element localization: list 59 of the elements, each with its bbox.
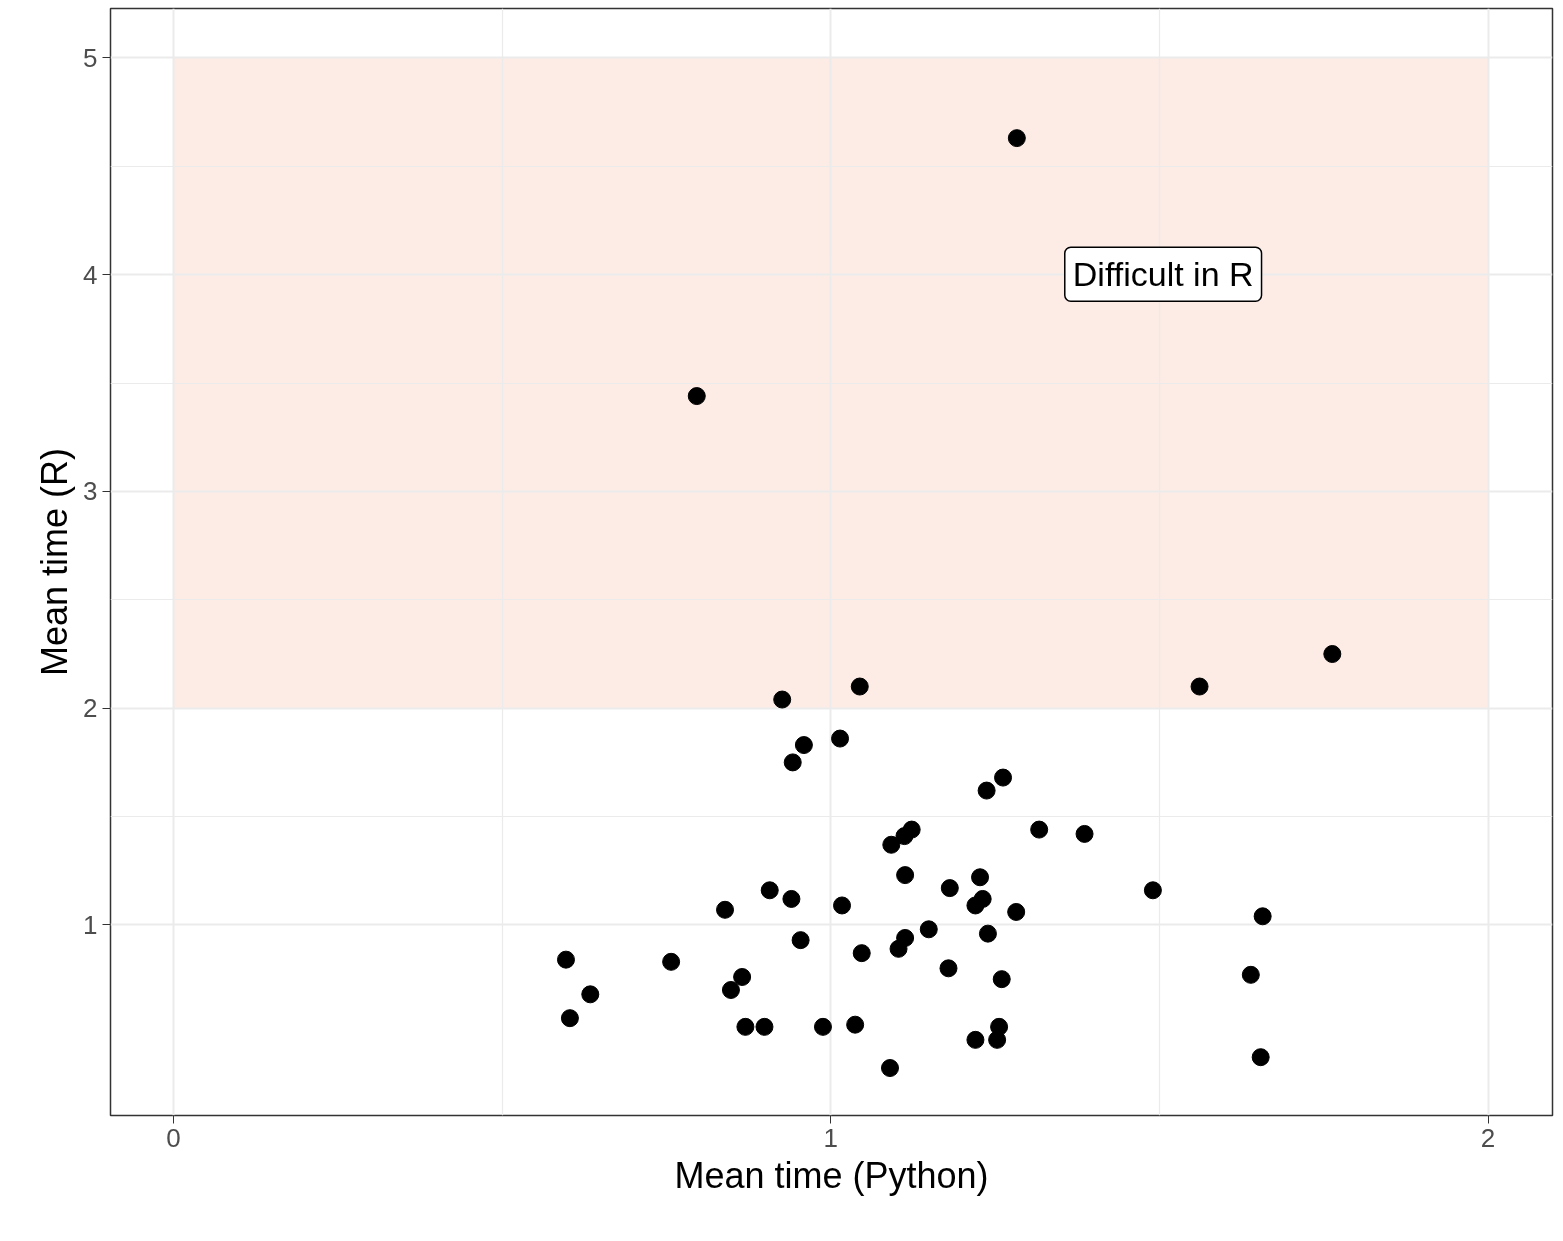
point — [882, 835, 901, 854]
point — [850, 677, 869, 696]
point — [833, 896, 852, 915]
y-tick-label: 2 — [83, 693, 98, 724]
point — [813, 1017, 832, 1036]
point — [783, 753, 802, 772]
point — [736, 1017, 755, 1036]
point — [1007, 902, 1026, 921]
point — [782, 889, 801, 908]
y-tick-label: 4 — [83, 259, 98, 290]
point — [755, 1017, 774, 1036]
point — [1241, 965, 1260, 984]
point — [939, 959, 958, 978]
point — [1253, 907, 1272, 926]
x-tick-label: 1 — [823, 1122, 839, 1153]
point — [919, 920, 938, 939]
point — [662, 952, 681, 971]
point — [992, 970, 1011, 989]
annotation: Difficult in R — [1072, 255, 1254, 294]
x-axis-title: Mean time (Python) — [674, 1154, 989, 1196]
point — [794, 736, 813, 755]
point — [687, 387, 706, 406]
point — [971, 868, 990, 887]
point — [716, 900, 735, 919]
y-tick-label: 5 — [83, 42, 98, 73]
point — [1075, 824, 1094, 843]
x-tick-label: 2 — [1480, 1122, 1496, 1153]
point — [852, 944, 871, 963]
point — [1007, 129, 1026, 148]
y-tick-label: 3 — [83, 476, 98, 507]
point — [966, 1030, 985, 1049]
point — [896, 866, 915, 885]
point — [889, 939, 908, 958]
point — [1190, 677, 1209, 696]
point — [1251, 1048, 1270, 1067]
point — [1030, 820, 1049, 839]
point — [846, 1015, 865, 1034]
point — [721, 981, 740, 999]
y-tick-label: 1 — [83, 909, 98, 940]
point — [978, 924, 997, 943]
point — [895, 827, 914, 846]
y-axis-title: Mean time (R) — [34, 447, 76, 677]
point — [994, 768, 1013, 787]
point — [773, 690, 792, 709]
point — [940, 879, 959, 898]
point — [760, 881, 779, 900]
point — [880, 1059, 899, 1078]
point — [556, 950, 575, 969]
point — [1323, 645, 1342, 663]
point — [1143, 881, 1162, 900]
point — [831, 729, 850, 748]
point — [988, 1030, 1007, 1049]
point — [966, 896, 985, 915]
x-tick-label: 0 — [166, 1122, 181, 1153]
point — [581, 985, 600, 1004]
point — [977, 781, 996, 800]
point — [560, 1009, 579, 1028]
point — [791, 931, 810, 950]
point — [733, 968, 752, 986]
